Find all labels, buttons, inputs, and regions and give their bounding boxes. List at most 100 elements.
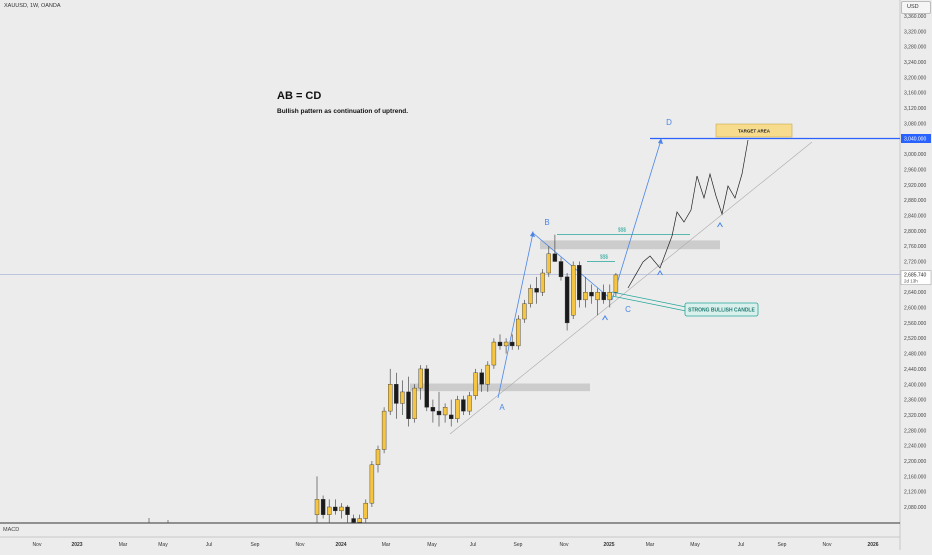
x-tick-label: Jul bbox=[470, 542, 476, 548]
strong-candle-callout-box bbox=[684, 302, 759, 317]
point-b-label: B bbox=[544, 218, 549, 227]
candle-body bbox=[534, 288, 539, 293]
y-tick-label: 2,960.000 bbox=[904, 167, 926, 173]
candle-body bbox=[510, 341, 515, 347]
candle-body bbox=[461, 399, 466, 412]
candle-body bbox=[516, 318, 521, 347]
up-arrow-icon bbox=[717, 222, 723, 228]
current-price-tag bbox=[900, 270, 932, 285]
y-tick-label: 2,720.000 bbox=[904, 260, 926, 266]
currency-selector[interactable]: USD bbox=[901, 1, 931, 14]
x-tick-label: May bbox=[158, 542, 168, 548]
target-price-tag-text: 3,040.000 bbox=[904, 137, 926, 143]
x-tick-label: 2024 bbox=[335, 542, 346, 548]
x-axis: Nov 2023 Mar May Jul Sep Nov 2024 Mar May Jul Sep No… bbox=[33, 542, 879, 548]
resistance-zone bbox=[540, 240, 720, 250]
y-tick-label: 3,280.000 bbox=[904, 45, 926, 51]
x-tick-label: Nov bbox=[296, 542, 305, 548]
candle-body bbox=[327, 506, 332, 515]
abcd-leg bbox=[497, 232, 534, 399]
candle-body bbox=[503, 341, 509, 347]
y-tick-label: 3,120.000 bbox=[904, 106, 926, 112]
macd-indicator-label[interactable]: MACD bbox=[3, 527, 20, 533]
candle-body bbox=[345, 506, 350, 515]
y-tick-label: 2,560.000 bbox=[904, 321, 926, 327]
projected-path bbox=[627, 139, 749, 289]
y-tick-label: 3,360.000 bbox=[904, 14, 926, 20]
y-tick-label: 3,000.000 bbox=[904, 152, 926, 158]
y-tick-label: 2,920.000 bbox=[904, 183, 926, 189]
candle-body bbox=[418, 368, 423, 389]
y-tick-label: 2,080.000 bbox=[904, 505, 926, 511]
y-tick-label: 2,440.000 bbox=[904, 367, 926, 373]
x-tick-label: Sep bbox=[514, 542, 523, 548]
y-tick-label: 2,760.000 bbox=[904, 244, 926, 250]
symbol-label: XAUUSD, 1W, OANDA bbox=[4, 3, 61, 9]
x-tick-label: Jul bbox=[206, 542, 212, 548]
candle-body bbox=[369, 464, 375, 504]
x-tick-label: Nov bbox=[33, 542, 42, 548]
candle-body bbox=[613, 274, 619, 293]
y-tick-label: 2,520.000 bbox=[904, 336, 926, 342]
y-tick-label: 2,400.000 bbox=[904, 382, 926, 388]
liquidity-label-upper: $$$ bbox=[618, 228, 627, 234]
candle-body bbox=[558, 261, 564, 278]
y-tick-label: 2,200.000 bbox=[904, 459, 926, 465]
candle-body bbox=[314, 499, 320, 515]
candle-body bbox=[339, 506, 344, 512]
y-tick-label: 2,840.000 bbox=[904, 213, 926, 219]
candle-body bbox=[564, 276, 570, 324]
x-tick-label: Mar bbox=[382, 542, 391, 548]
countdown-tag-text: 2d 13h bbox=[904, 279, 918, 284]
pattern-subtitle: Bullish pattern as continuation of uptre… bbox=[277, 108, 409, 115]
x-tick-label: Nov bbox=[560, 542, 569, 548]
arrow-head-d bbox=[658, 138, 663, 144]
candle-body bbox=[577, 265, 582, 301]
candle-body bbox=[589, 291, 594, 297]
x-tick-label: Nov bbox=[823, 542, 832, 548]
target-price-tag bbox=[901, 134, 931, 143]
candle-body bbox=[406, 391, 411, 419]
x-tick-label: May bbox=[427, 542, 437, 548]
candle-body bbox=[455, 399, 460, 419]
x-tick-label: Sep bbox=[251, 542, 260, 548]
y-tick-label: 2,640.000 bbox=[904, 290, 926, 296]
x-tick-label: 2023 bbox=[71, 542, 82, 548]
target-area-box bbox=[715, 123, 793, 138]
x-tick-label: 2025 bbox=[603, 542, 614, 548]
candle-body bbox=[381, 410, 387, 450]
candle-body bbox=[528, 288, 533, 304]
x-tick-label: Mar bbox=[119, 542, 128, 548]
x-tick-label: Jul bbox=[738, 542, 744, 548]
candle-body bbox=[479, 372, 484, 385]
candle-body bbox=[497, 341, 503, 347]
x-tick-label: May bbox=[690, 542, 700, 548]
candle-body bbox=[491, 341, 497, 366]
point-c-label: C bbox=[625, 305, 631, 314]
y-tick-label: 2,160.000 bbox=[904, 474, 926, 480]
candle-body bbox=[601, 291, 606, 301]
strong-candle-label: STRONG BULLISH CANDLE bbox=[688, 308, 755, 314]
arrow-head-b bbox=[530, 231, 535, 237]
candle-body bbox=[320, 499, 326, 515]
y-tick-label: 2,120.000 bbox=[904, 490, 926, 496]
target-area-label: TARGET AREA bbox=[738, 129, 771, 134]
up-arrow-icon bbox=[657, 270, 663, 276]
candle-body bbox=[424, 368, 429, 408]
candle-body bbox=[363, 502, 368, 519]
x-tick-label: Mar bbox=[646, 542, 655, 548]
candles bbox=[148, 234, 619, 523]
trend-line bbox=[449, 141, 813, 435]
candle-body bbox=[333, 506, 338, 512]
candle-body bbox=[430, 407, 436, 412]
pattern-labels: TARGET AREA $$$ $$$ STRONG BULLISH CANDLE A B… bbox=[499, 118, 770, 412]
y-tick-label: 2,280.000 bbox=[904, 428, 926, 434]
y-tick-label: 3,240.000 bbox=[904, 60, 926, 66]
y-tick-label: 2,480.000 bbox=[904, 352, 926, 358]
candle-body bbox=[357, 518, 362, 523]
liquidity-label-lower: $$$ bbox=[600, 255, 609, 261]
candle-body bbox=[546, 253, 551, 274]
